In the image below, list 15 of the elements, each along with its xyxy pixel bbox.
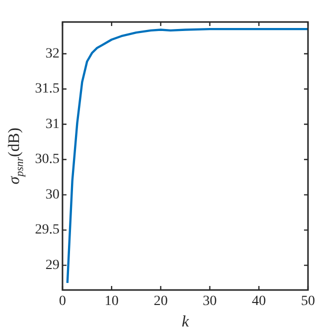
y-tick-label: 31.5: [35, 82, 60, 97]
x-tick-label: 50: [301, 294, 315, 310]
x-axis-title: k: [182, 314, 190, 331]
y-tick-label: 32: [46, 46, 60, 62]
x-tick-label: 30: [202, 294, 217, 310]
x-tick-label: 20: [154, 294, 168, 310]
y-tick-label: 30.5: [35, 152, 60, 168]
x-tick-label: 10: [104, 294, 119, 310]
y-tick-label: 30: [46, 187, 60, 202]
y-axis-title: σpsnr(dB): [6, 128, 26, 184]
y-tick-label: 31: [46, 116, 60, 132]
y-tick-label: 29.5: [35, 222, 60, 238]
x-tick-label: 40: [252, 294, 266, 310]
y-tick-label: 29: [46, 258, 60, 273]
x-tick-label: 0: [59, 294, 66, 310]
